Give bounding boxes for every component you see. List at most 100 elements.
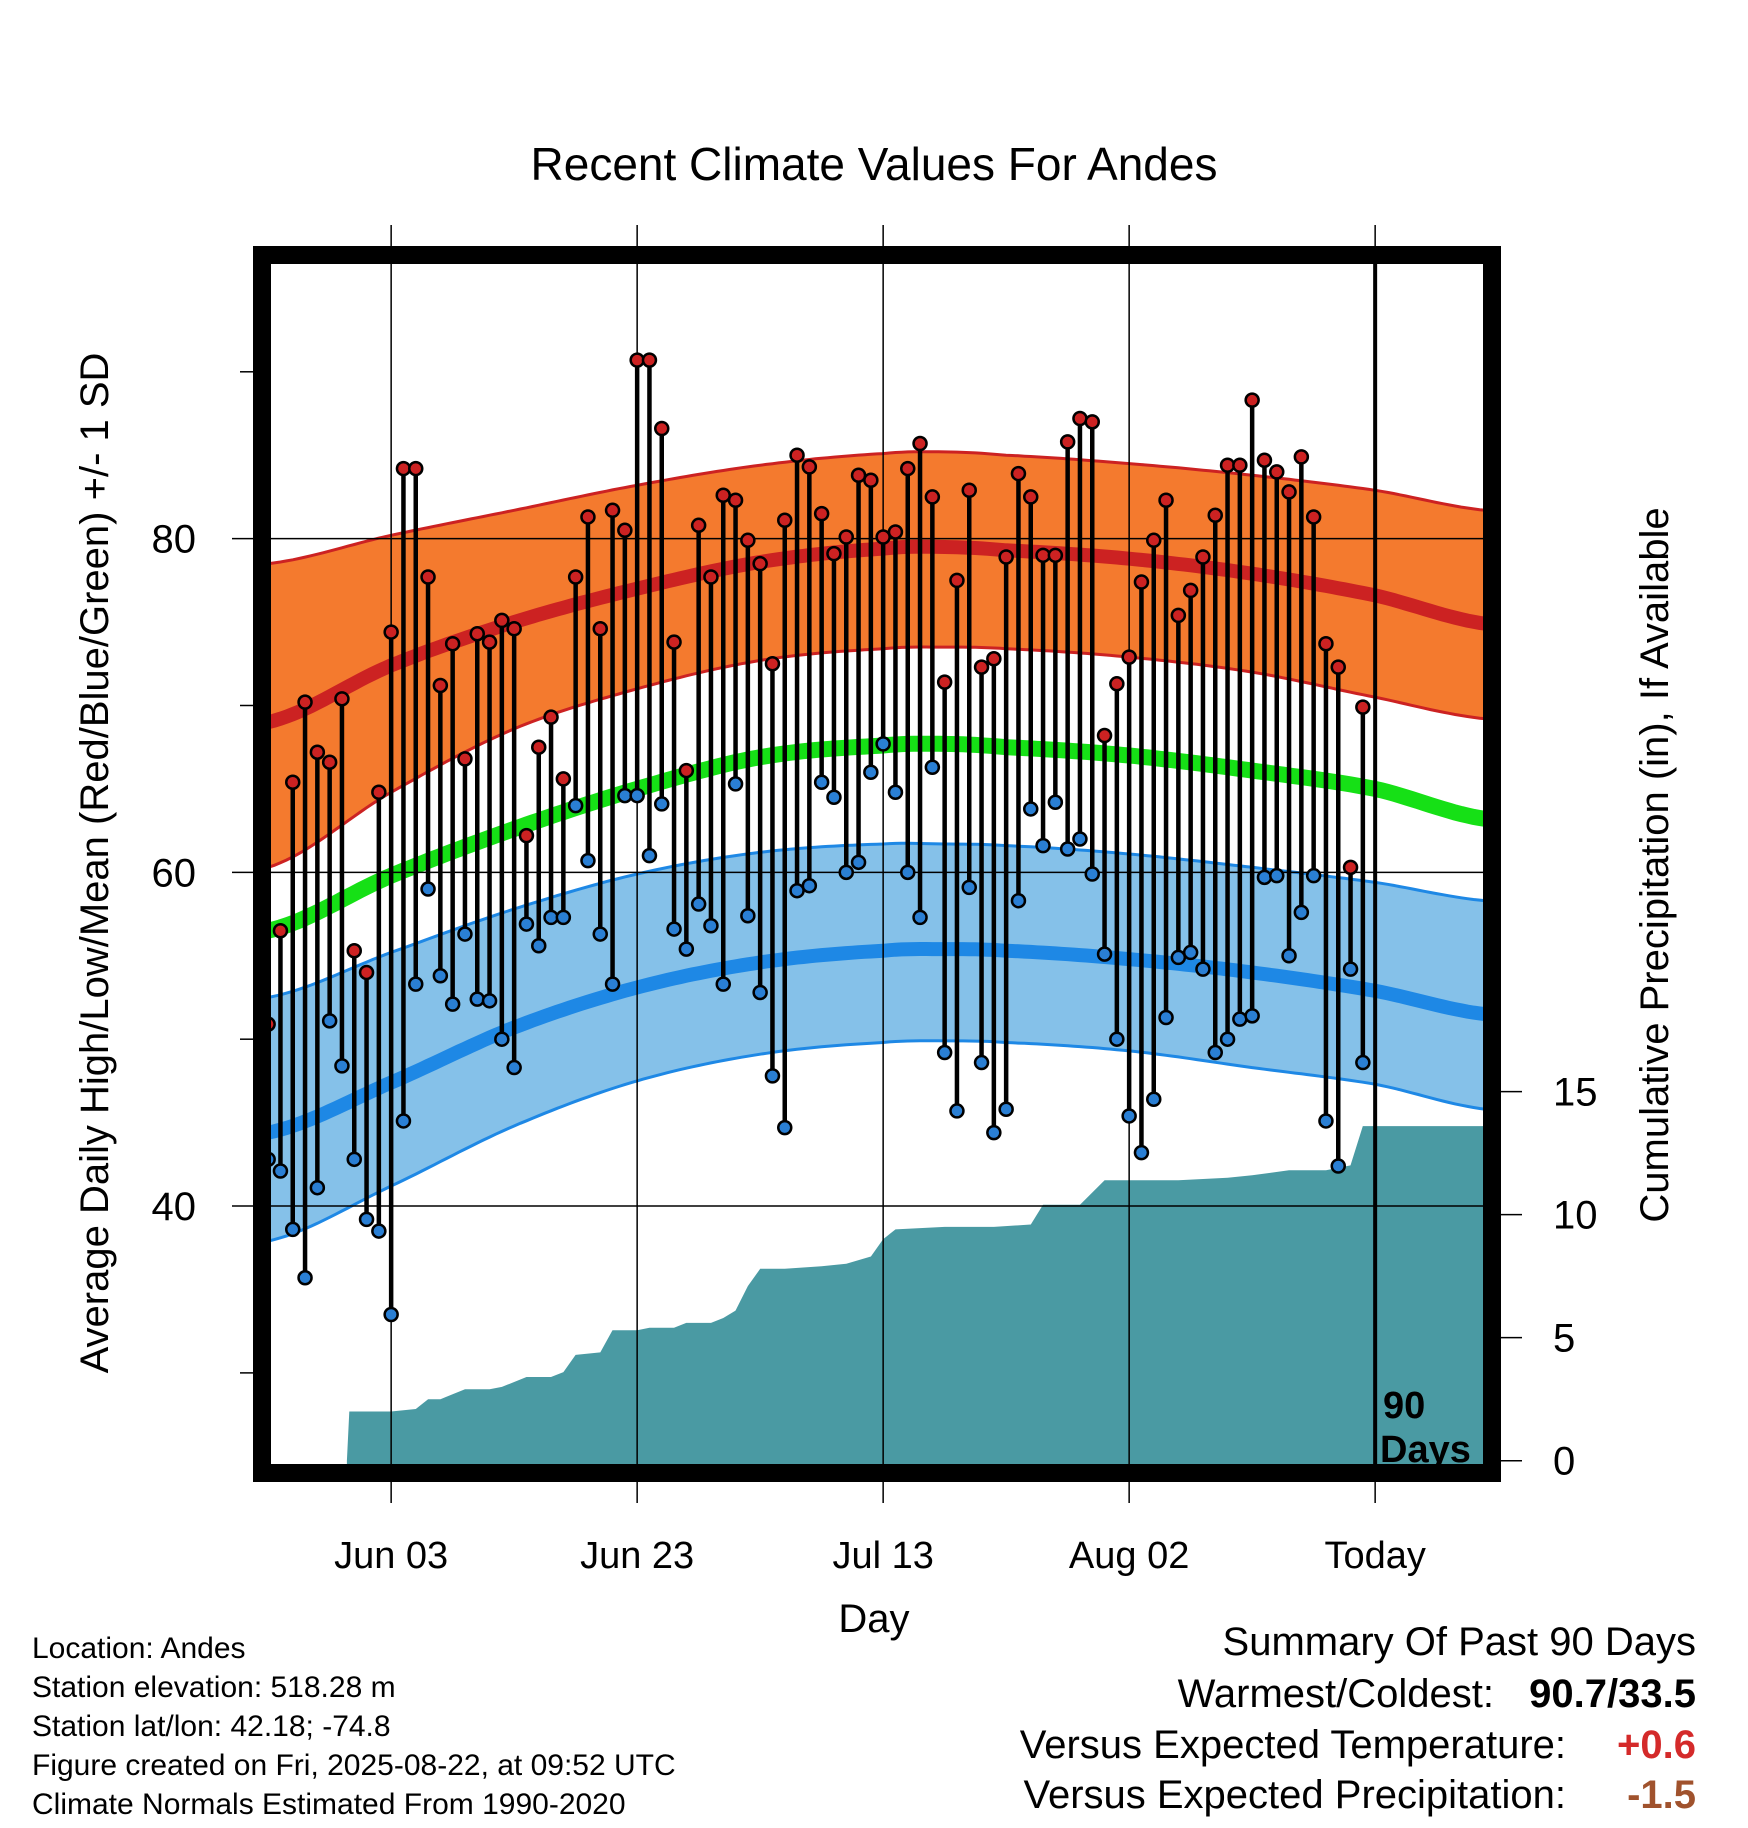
x-tick-label: Aug 02 (1069, 1535, 1189, 1577)
high-point (494, 612, 510, 629)
low-point (801, 877, 818, 894)
low-point (481, 993, 498, 1009)
low-point (297, 1270, 313, 1286)
low-point (1269, 867, 1285, 884)
low-point (494, 1031, 510, 1047)
high-point (863, 472, 879, 488)
left-y-axis-label: Average Daily High/Low/Mean (Red/Blue/Gr… (73, 353, 117, 1374)
high-point (1281, 484, 1297, 500)
high-point (961, 482, 977, 499)
high-point (334, 691, 350, 707)
summary-warm-cold-label: Warmest/Coldest: (1178, 1672, 1494, 1716)
high-point (764, 656, 781, 672)
high-point (875, 529, 891, 545)
high-point (604, 502, 621, 519)
high-point (777, 512, 793, 529)
left-y-axis: 40 60 80 (152, 371, 253, 1374)
high-point (900, 460, 916, 477)
high-point (1146, 532, 1162, 549)
low-point (469, 991, 485, 1007)
high-point (936, 674, 953, 690)
high-point (986, 651, 1002, 667)
x-tick-label: Today (1324, 1535, 1425, 1577)
low-point (740, 907, 756, 924)
low-point (1355, 1054, 1371, 1071)
low-point (346, 1151, 362, 1168)
y-right-tick-label: 10 (1553, 1194, 1598, 1238)
low-point (1170, 949, 1187, 966)
high-point (1121, 649, 1137, 665)
high-point (973, 659, 990, 675)
summary-temp-label: Versus Expected Temperature: (1020, 1723, 1566, 1767)
daily-stems (265, 360, 1366, 1315)
x-tick-label: Jun 23 (580, 1535, 694, 1577)
low-point (580, 852, 596, 869)
low-point (617, 787, 633, 804)
high-point (752, 555, 768, 572)
high-point (727, 492, 744, 509)
low-point (1121, 1108, 1137, 1124)
low-point (1158, 1009, 1174, 1026)
high-point (1084, 414, 1100, 430)
low-point (1293, 904, 1310, 921)
high-point (703, 569, 719, 585)
high-point (321, 754, 338, 770)
high-point (469, 625, 485, 642)
high-point (912, 435, 928, 452)
high-point (531, 739, 547, 755)
chart-title: Recent Climate Values For Andes (531, 138, 1218, 190)
right-y-axis-label: Cumulative Precipitation (in), If Availa… (1633, 507, 1677, 1222)
low-point (1047, 794, 1064, 811)
high-point (690, 517, 707, 534)
high-band-upper-edge (262, 450, 1492, 566)
low-point (666, 921, 682, 937)
high-point (1207, 507, 1223, 524)
low-point (678, 941, 695, 957)
high-point (1096, 727, 1113, 744)
high-point (1047, 547, 1064, 564)
high-point (715, 487, 731, 504)
info-elevation: Station elevation: 518.28 m (32, 1671, 396, 1704)
high-point (1256, 452, 1273, 468)
low-point (986, 1124, 1002, 1141)
high-point (1342, 859, 1359, 876)
low-band-lower-edge (262, 1039, 1492, 1244)
low-point (1146, 1091, 1162, 1108)
low-point (457, 926, 473, 942)
low-point (826, 789, 842, 806)
low-point (900, 864, 916, 881)
high-point (1269, 464, 1285, 480)
high-point (1023, 489, 1039, 505)
low-point (1182, 944, 1199, 961)
low-point (998, 1101, 1014, 1118)
low-point (924, 759, 941, 775)
low-point (1035, 837, 1051, 854)
low-point (567, 797, 584, 814)
low-point (420, 881, 436, 897)
low-point (371, 1223, 387, 1239)
low-point (604, 976, 621, 992)
x-tick-label: Jun 03 (334, 1535, 448, 1577)
high-point (678, 762, 695, 779)
high-point (801, 459, 818, 475)
low-point (531, 938, 547, 954)
low-point (949, 1103, 965, 1119)
high-point (1010, 465, 1027, 482)
low-point (1256, 869, 1273, 886)
high-point (1182, 582, 1199, 599)
high-point (432, 677, 449, 694)
high-point (1330, 659, 1346, 675)
info-latlon: Station lat/lon: 42.18; -74.8 (32, 1710, 391, 1743)
high-point (383, 624, 399, 640)
low-point (1244, 1008, 1260, 1024)
high-point (506, 620, 522, 637)
low-point (961, 879, 977, 896)
low-point (973, 1054, 990, 1071)
summary-title: Summary Of Past 90 Days (1223, 1620, 1696, 1664)
high-point (555, 771, 572, 787)
low-point (1207, 1044, 1223, 1061)
low-point (789, 882, 805, 899)
normal-low-line (262, 942, 1492, 1141)
low-point (1109, 1031, 1125, 1047)
low-point (1219, 1031, 1236, 1047)
